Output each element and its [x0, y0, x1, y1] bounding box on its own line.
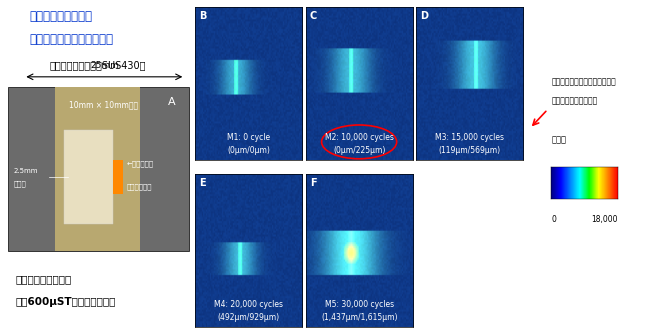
- Text: M3: 15,000 cycles: M3: 15,000 cycles: [435, 133, 504, 142]
- Text: (1,437μm/1,615μm): (1,437μm/1,615μm): [321, 314, 397, 323]
- Text: 切欠き: 切欠き: [14, 180, 27, 187]
- Text: 塗膜センサーによる: 塗膜センサーによる: [29, 10, 92, 23]
- Text: (492μm/929μm): (492μm/929μm): [218, 314, 280, 323]
- Bar: [113, 160, 123, 194]
- Text: 歪ゲージ位置の歪量: 歪ゲージ位置の歪量: [16, 274, 72, 284]
- Bar: [55, 87, 140, 250]
- Text: B: B: [200, 11, 207, 21]
- Text: 10mm × 10mm塗膜: 10mm × 10mm塗膜: [69, 100, 138, 109]
- Text: M1: 0 cycle: M1: 0 cycle: [227, 133, 270, 142]
- Text: M2: 10,000 cycles: M2: 10,000 cycles: [325, 133, 393, 142]
- Text: 基板：ステンレス（SUS430）: 基板：ステンレス（SUS430）: [49, 60, 146, 70]
- Text: （塗膜側／基板裏側）: （塗膜側／基板裏側）: [551, 97, 597, 106]
- Text: ←この位置の: ←この位置の: [127, 160, 154, 167]
- Bar: [8, 87, 189, 250]
- Text: 18,000: 18,000: [591, 215, 618, 224]
- Text: 疲労亀裂の進展検出の実証: 疲労亀裂の進展検出の実証: [29, 33, 113, 46]
- Text: E: E: [200, 178, 206, 188]
- Text: 裏に歪ゲージ: 裏に歪ゲージ: [127, 184, 152, 190]
- Text: C: C: [310, 11, 317, 21]
- Text: D: D: [421, 11, 428, 21]
- Text: （約600μST）には変化なし: （約600μST）には変化なし: [16, 297, 116, 307]
- Text: A: A: [168, 97, 176, 107]
- Text: (119μm/569μm): (119μm/569μm): [439, 147, 501, 156]
- Text: 輝度値: 輝度値: [551, 135, 566, 144]
- Text: (0μm/225μm): (0μm/225μm): [333, 147, 385, 156]
- Text: 顕微鏡観察で確認した亀裂長さ: 顕微鏡観察で確認した亀裂長さ: [551, 77, 616, 86]
- Text: F: F: [310, 178, 317, 188]
- Text: 25mm: 25mm: [90, 61, 119, 70]
- Text: 0: 0: [551, 215, 556, 224]
- Text: (0μm/0μm): (0μm/0μm): [227, 147, 270, 156]
- Bar: [64, 130, 113, 224]
- Text: M5: 30,000 cycles: M5: 30,000 cycles: [324, 300, 394, 309]
- Text: M4: 20,000 cycles: M4: 20,000 cycles: [214, 300, 283, 309]
- Text: 2.5mm: 2.5mm: [14, 168, 38, 174]
